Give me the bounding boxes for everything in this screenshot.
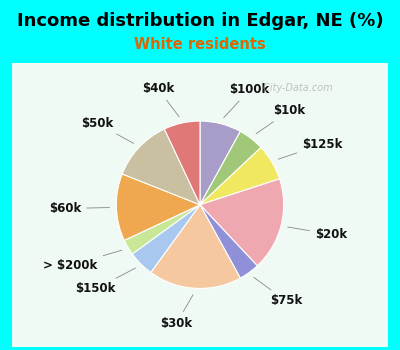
Wedge shape bbox=[200, 179, 284, 266]
Text: $10k: $10k bbox=[256, 104, 305, 134]
Wedge shape bbox=[200, 131, 261, 205]
Text: $125k: $125k bbox=[278, 138, 343, 159]
Text: > $200k: > $200k bbox=[44, 250, 122, 272]
Wedge shape bbox=[200, 205, 257, 278]
Text: $100k: $100k bbox=[224, 83, 270, 118]
Text: $30k: $30k bbox=[160, 295, 193, 330]
Wedge shape bbox=[132, 205, 200, 272]
Text: $150k: $150k bbox=[76, 268, 136, 295]
Text: $50k: $50k bbox=[81, 117, 134, 144]
Wedge shape bbox=[164, 121, 200, 205]
Text: White residents: White residents bbox=[134, 37, 266, 52]
Text: $60k: $60k bbox=[49, 202, 110, 215]
Wedge shape bbox=[124, 205, 200, 254]
Text: City-Data.com: City-Data.com bbox=[260, 83, 333, 93]
Wedge shape bbox=[200, 121, 240, 205]
Wedge shape bbox=[116, 174, 200, 240]
Text: $20k: $20k bbox=[288, 227, 347, 241]
Text: $75k: $75k bbox=[254, 278, 302, 307]
Text: $40k: $40k bbox=[142, 82, 179, 117]
Text: Income distribution in Edgar, NE (%): Income distribution in Edgar, NE (%) bbox=[17, 12, 383, 30]
Wedge shape bbox=[122, 129, 200, 205]
Wedge shape bbox=[151, 205, 240, 288]
Wedge shape bbox=[200, 147, 280, 205]
